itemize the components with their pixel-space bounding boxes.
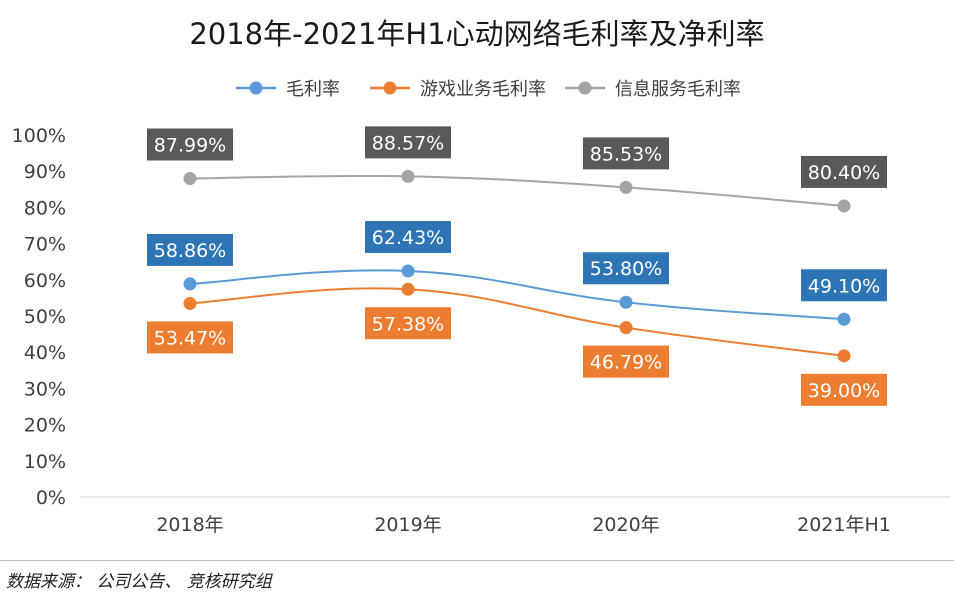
data-label-box: [365, 126, 451, 159]
data-label: 85.53%: [583, 137, 669, 170]
data-label: 62.43%: [365, 221, 451, 254]
data-label: 46.79%: [583, 345, 669, 378]
legend-label: 毛利率: [286, 79, 340, 100]
data-label: 39.00%: [801, 373, 887, 406]
data-label-box: [583, 345, 669, 378]
data-label: 87.99%: [147, 128, 233, 161]
data-point: [183, 277, 197, 291]
data-point: [183, 296, 197, 310]
x-tick-label: 2021年H1: [797, 514, 891, 536]
data-label: 53.80%: [583, 252, 669, 285]
x-tick-label: 2019年: [374, 514, 441, 536]
data-label-box: [365, 221, 451, 254]
source-note: 数据来源： 公司公告、 竞核研究组: [6, 572, 272, 592]
x-tick-label: 2020年: [592, 514, 659, 536]
y-tick-label: 70%: [24, 234, 66, 256]
data-point: [401, 169, 415, 183]
legend-marker: [578, 81, 592, 95]
y-tick-label: 30%: [24, 378, 66, 400]
data-point: [619, 295, 633, 309]
legend-marker: [383, 81, 397, 95]
data-label-text: 49.10%: [808, 275, 880, 297]
source-footer: 数据来源： 公司公告、 竞核研究组: [0, 560, 954, 595]
data-label-text: 53.47%: [154, 327, 226, 349]
data-label-text: 53.80%: [590, 258, 662, 280]
data-label-box: [801, 155, 887, 188]
data-labels-layer: 58.86% 62.43% 53.80% 49.10% 53.47% 57.38% 46.7…: [147, 126, 887, 406]
data-point: [837, 199, 851, 213]
legend: 毛利率 游戏业务毛利率 信息服务毛利率: [236, 79, 741, 100]
data-label: 49.10%: [801, 269, 887, 302]
data-point: [401, 264, 415, 278]
y-tick-label: 10%: [24, 451, 66, 473]
data-label: 53.47%: [147, 321, 233, 354]
legend-item: 信息服务毛利率: [565, 79, 741, 100]
data-point: [401, 282, 415, 296]
data-label-text: 85.53%: [590, 143, 662, 165]
data-label-text: 39.00%: [808, 380, 880, 402]
x-tick-label: 2018年: [156, 514, 223, 536]
line-chart: 2018年-2021年H1心动网络毛利率及净利率 毛利率 游戏业务毛利率 信息服务毛…: [12, 17, 950, 536]
data-label-text: 87.99%: [154, 134, 226, 156]
data-label: 57.38%: [365, 307, 451, 340]
legend-item: 游戏业务毛利率: [370, 79, 546, 100]
data-label-text: 62.43%: [372, 227, 444, 249]
data-label-box: [147, 128, 233, 161]
data-label-box: [583, 137, 669, 170]
legend-label: 游戏业务毛利率: [420, 79, 546, 100]
x-axis: 2018年 2019年 2020年 2021年H1: [156, 514, 891, 536]
data-label-text: 58.86%: [154, 240, 226, 262]
data-label-box: [801, 373, 887, 406]
y-tick-label: 40%: [24, 342, 66, 364]
data-point: [183, 171, 197, 185]
data-label-box: [583, 252, 669, 285]
data-label-box: [147, 321, 233, 354]
data-label: 88.57%: [365, 126, 451, 159]
y-tick-label: 0%: [36, 487, 66, 509]
y-tick-label: 100%: [12, 125, 66, 147]
legend-marker: [249, 81, 263, 95]
series-line: [189, 287, 845, 357]
y-tick-label: 20%: [24, 415, 66, 437]
legend-item: 毛利率: [236, 79, 340, 100]
data-label: 58.86%: [147, 233, 233, 266]
data-label-text: 80.40%: [808, 162, 880, 184]
y-tick-label: 80%: [24, 197, 66, 219]
y-tick-label: 60%: [24, 270, 66, 292]
data-point: [619, 180, 633, 194]
data-label-text: 57.38%: [372, 313, 444, 335]
series-line: [189, 174, 845, 207]
data-label-box: [801, 269, 887, 302]
y-tick-label: 90%: [24, 161, 66, 183]
series-line-group: [183, 169, 851, 213]
y-axis: 0% 10% 20% 30% 40% 50% 60% 70% 80% 90% 100%: [12, 125, 66, 509]
legend-label: 信息服务毛利率: [615, 79, 741, 100]
data-label-text: 88.57%: [372, 132, 444, 154]
data-point: [619, 321, 633, 335]
data-label-box: [365, 307, 451, 340]
series-line: [189, 269, 845, 321]
data-label-box: [147, 233, 233, 266]
series-line-group: [183, 264, 851, 326]
y-tick-label: 50%: [24, 306, 66, 328]
series-line-group: [183, 282, 851, 363]
data-label: 80.40%: [801, 155, 887, 188]
data-point: [837, 349, 851, 363]
data-point: [837, 312, 851, 326]
chart-title: 2018年-2021年H1心动网络毛利率及净利率: [189, 17, 764, 51]
series-layer: [183, 169, 851, 363]
data-label-text: 46.79%: [590, 352, 662, 374]
